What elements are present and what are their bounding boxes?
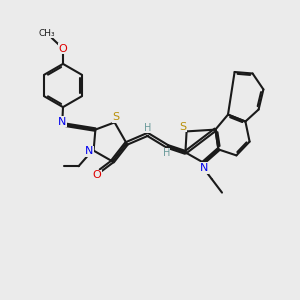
Text: O: O bbox=[92, 170, 101, 180]
Text: CH₃: CH₃ bbox=[38, 29, 55, 38]
Text: N: N bbox=[58, 117, 66, 127]
Text: S: S bbox=[179, 122, 187, 132]
Text: H: H bbox=[144, 123, 151, 133]
Text: S: S bbox=[112, 112, 120, 122]
Text: H: H bbox=[163, 148, 170, 158]
Text: N: N bbox=[85, 146, 93, 156]
Text: O: O bbox=[58, 44, 68, 54]
Text: N: N bbox=[200, 163, 208, 173]
